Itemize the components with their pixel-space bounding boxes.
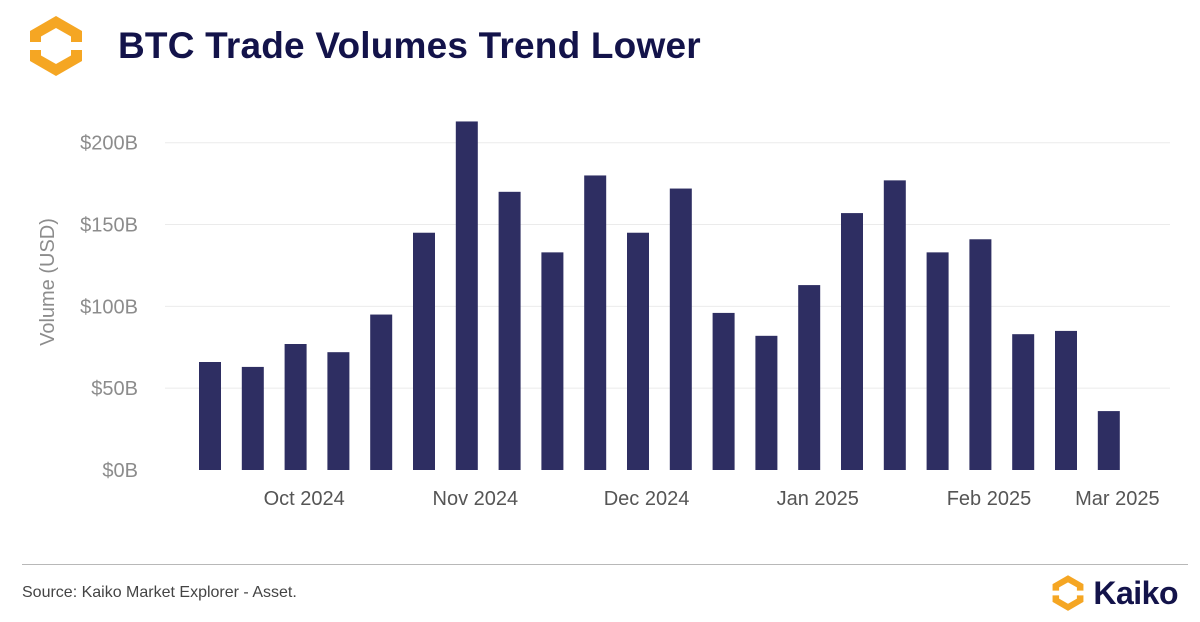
bar [413,232,435,470]
bar [627,232,649,470]
bar [1055,330,1077,470]
y-tick-label: $50B [91,378,138,400]
x-tick-label: Feb 2025 [947,488,1032,510]
bar [883,180,906,470]
chart-title: BTC Trade Volumes Trend Lower [118,25,701,66]
x-tick-label: Mar 2025 [1075,488,1160,510]
kaiko-brand-icon [1049,575,1088,611]
bar [284,344,307,470]
bar [669,188,692,470]
bar [327,352,350,470]
header: BTC Trade Volumes Trend Lower [24,14,701,78]
bar-chart: $0B $50B $100B $150B $200B Volume (USD) Oct 20… [37,121,1170,510]
bar [755,335,778,470]
kaiko-logo-icon [24,16,88,76]
y-tick-label: $0B [102,460,138,482]
bar [926,252,949,470]
bar [541,252,564,470]
brand: Kaiko [1049,574,1178,612]
bar [969,239,992,470]
x-tick-label: Jan 2025 [777,488,859,510]
y-tick-label: $150B [80,215,138,237]
brand-name: Kaiko [1093,574,1178,611]
bar [199,362,221,470]
y-tick-label: $100B [80,296,138,318]
bar [1097,411,1120,470]
source-note: Source: Kaiko Market Explorer - Asset. [22,584,297,601]
x-tick-label: Dec 2024 [604,488,690,510]
footer-divider [22,564,1188,565]
y-tick-label: $200B [80,133,138,155]
x-tick-label: Oct 2024 [264,488,345,510]
bar [1012,334,1035,470]
bar [498,191,521,470]
y-axis-title: Volume (USD) [37,218,59,346]
bar [712,312,735,470]
bar [370,314,393,470]
bar [241,366,264,470]
bar [841,213,863,470]
x-tick-label: Nov 2024 [433,488,519,510]
bar [798,285,821,470]
bar [455,121,478,471]
bar [584,175,607,471]
